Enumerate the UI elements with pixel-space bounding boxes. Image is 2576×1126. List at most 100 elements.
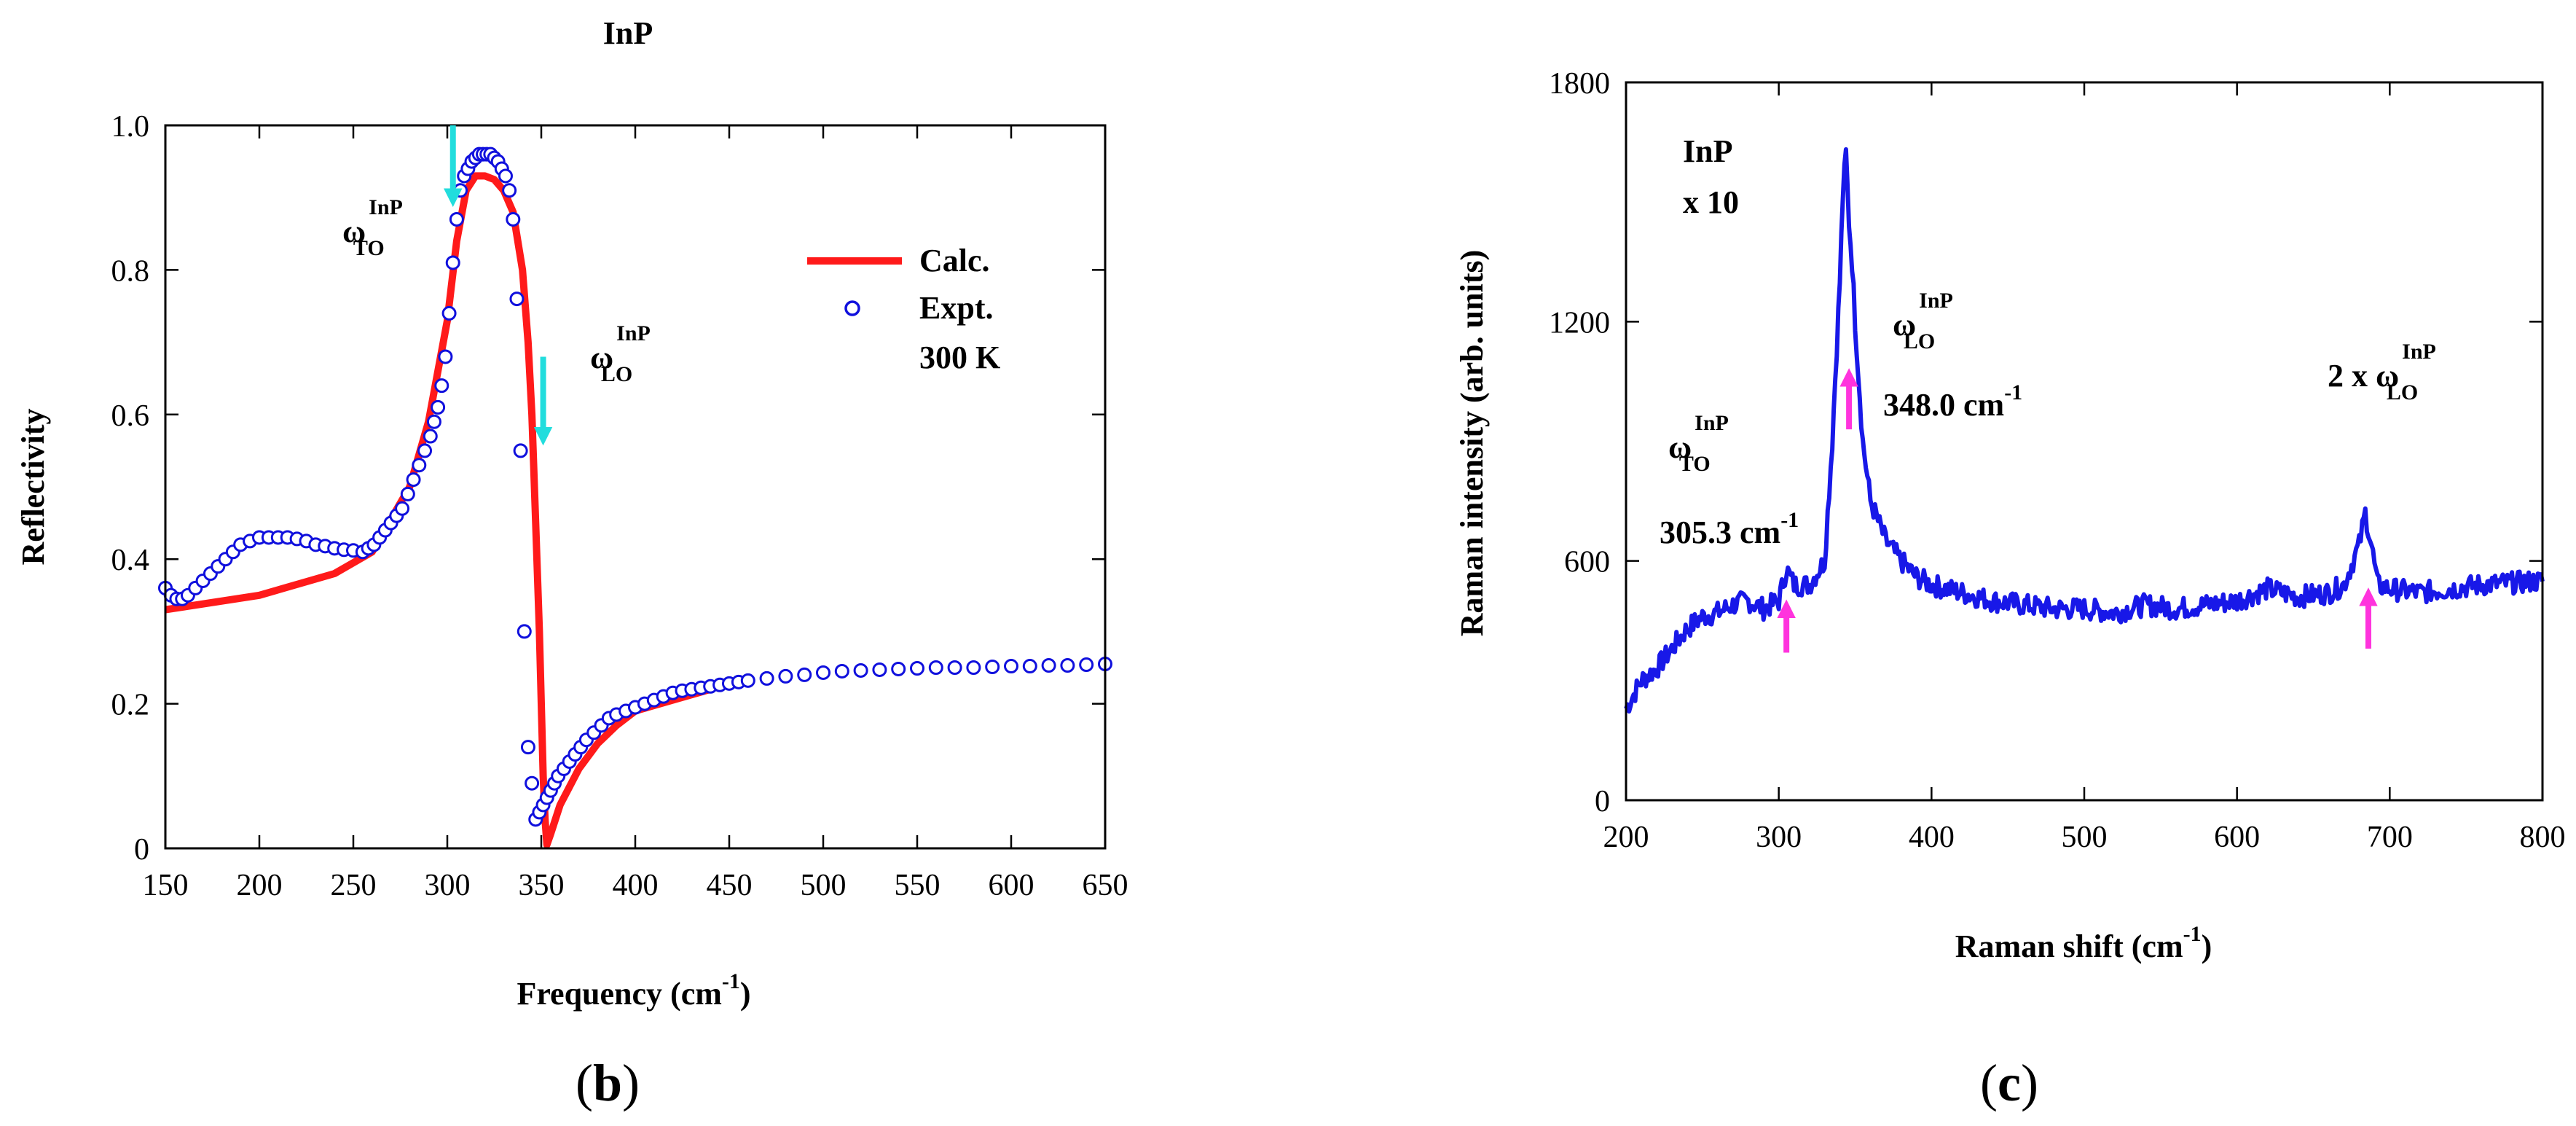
panel-c-plot-frame <box>1625 81 2544 802</box>
panel-b-arrows <box>443 125 553 446</box>
panel-b-x-tick-label: 350 <box>519 869 565 902</box>
expt-data-point <box>423 429 438 444</box>
expt-data-point <box>891 661 906 676</box>
panel-b-reflectivity-chart: InP 150 200 250 300 350 400 450 500 550 600 650 0 0.… <box>15 15 1128 1112</box>
expt-data-point <box>740 673 755 688</box>
panel-b-x-tick-label: 450 <box>707 869 753 902</box>
panel-c-inner-label-scale: x 10 <box>1683 184 1739 220</box>
expt-data-point <box>872 662 887 677</box>
panel-b-y-tick-label: 0.2 <box>111 689 150 722</box>
panel-b-y-axis-label: Reflectivity <box>15 409 51 566</box>
panel-c-y-tick-label: 1800 <box>1549 67 1610 101</box>
panel-b-y-tick-label: 0.6 <box>111 399 150 433</box>
expt-data-point <box>509 292 525 307</box>
expt-data-point <box>513 443 528 458</box>
panel-b-title: InP <box>603 15 653 51</box>
svg-text:348.0 cm-1: 348.0 cm-1 <box>1883 380 2022 423</box>
panel-c-x-tick-label: 200 <box>1603 821 1649 854</box>
expt-data-point <box>853 662 868 678</box>
expt-data-point <box>517 624 532 639</box>
panel-b-x-tick-label: 550 <box>895 869 941 902</box>
panel-b-series <box>158 146 1112 848</box>
expt-data-point <box>431 399 446 415</box>
panel-b-legend: Calc. Expt. 300 K <box>807 243 1000 375</box>
expt-data-point <box>1041 658 1056 673</box>
expt-data-point <box>406 472 421 488</box>
expt-data-point <box>797 667 812 682</box>
expt-data-point <box>525 775 540 791</box>
panel-c-x-tick-label: 400 <box>1909 821 1955 854</box>
expt-data-point <box>395 501 410 516</box>
panel-b-annotation-omega-lo: ωInP LO <box>590 321 651 386</box>
panel-b-x-tick-label: 600 <box>989 869 1034 902</box>
panel-c-annotation-two-omega-lo: 2 x ωInP LO <box>2328 340 2436 404</box>
panel-c-y-tick-label: 600 <box>1564 546 1610 579</box>
panel-b-x-tick-label: 500 <box>801 869 847 902</box>
legend-expt-label: Expt. <box>919 290 993 326</box>
expt-data-point <box>1022 659 1037 674</box>
expt-data-point <box>520 740 535 755</box>
panel-c-annotation-omega-to: ωInP TO 305.3 cm-1 <box>1660 411 1799 550</box>
panel-b-y-tick-label: 1.0 <box>111 110 150 144</box>
panel-c-annotation-omega-lo: ωInP LO 348.0 cm-1 <box>1883 289 2022 423</box>
expt-data-point <box>417 443 433 458</box>
panel-c-x-tick-label: 600 <box>2214 821 2260 854</box>
expt-data-point <box>498 168 513 184</box>
svg-text:305.3 cm-1: 305.3 cm-1 <box>1660 508 1799 550</box>
legend-expt-swatch <box>844 300 860 316</box>
legend-calc-label: Calc. <box>919 243 990 278</box>
expt-data-point <box>453 183 468 198</box>
panel-b-x-tick-label: 650 <box>1083 869 1128 902</box>
panel-b-x-tick-label: 250 <box>331 869 377 902</box>
panel-b-label: (b) <box>576 1054 640 1112</box>
expt-data-point <box>1004 659 1018 674</box>
expt-data-point <box>445 255 460 270</box>
panel-b-x-tick-label: 200 <box>237 869 283 902</box>
panel-b-annotation-omega-to: ωInP TO <box>342 195 403 260</box>
expt-data-point <box>1079 657 1094 673</box>
expt-data-point <box>438 349 453 364</box>
expt-data-point <box>778 668 793 684</box>
expt-data-point <box>966 660 981 675</box>
expt-data-point <box>816 665 830 680</box>
expt-data-point <box>426 414 441 429</box>
panel-b-x-tick-label: 300 <box>425 869 471 902</box>
expt-data-point <box>947 660 962 675</box>
panel-b-x-tick-label: 400 <box>613 869 659 902</box>
panel-c-raman-chart: 200 300 400 500 600 700 800 0 600 1200 1800 Raman … <box>1454 67 2566 1112</box>
expt-data-point <box>1060 658 1075 673</box>
expt-data-point <box>834 663 849 679</box>
expt-data-point <box>400 486 415 501</box>
panel-b-y-tick-label: 0.8 <box>111 254 150 288</box>
expt-data-point <box>928 660 943 675</box>
expt-data-point <box>434 378 449 394</box>
panel-b-plot-frame <box>164 124 1107 850</box>
raman-spectrum-line <box>1624 147 2545 714</box>
panel-c-x-tick-label: 800 <box>2520 821 2566 854</box>
panel-c-x-axis-label: Raman shift (cm-1) <box>1955 922 2212 964</box>
panel-b-y-tick-label: 0.4 <box>111 544 150 577</box>
panel-c-x-tick-label: 700 <box>2367 821 2413 854</box>
expt-data-point <box>412 458 427 473</box>
panel-c-x-tick-label: 500 <box>2062 821 2108 854</box>
panel-c-series <box>1624 147 2545 714</box>
panel-b-x-axis-label: Frequency (cm-1) <box>517 969 750 1012</box>
panel-c-label: (c) <box>1980 1054 2038 1112</box>
panel-c-y-axis-label: Raman intensity (arb. units) <box>1454 250 1490 637</box>
expt-data-point <box>985 660 1000 675</box>
expt-data-point <box>441 305 457 321</box>
expt-data-point <box>506 211 521 227</box>
expt-data-point <box>910 660 924 676</box>
panel-c-arrows <box>1777 368 2378 653</box>
expt-data-point <box>759 670 774 686</box>
expt-data-point <box>502 183 517 198</box>
panel-b-ticks: 150 200 250 300 350 400 450 500 550 600 650 0 0.2 0.4… <box>111 110 1128 902</box>
expt-data-point <box>449 211 464 227</box>
legend-temperature-label: 300 K <box>919 340 1000 375</box>
panel-c-x-tick-label: 300 <box>1756 821 1802 854</box>
